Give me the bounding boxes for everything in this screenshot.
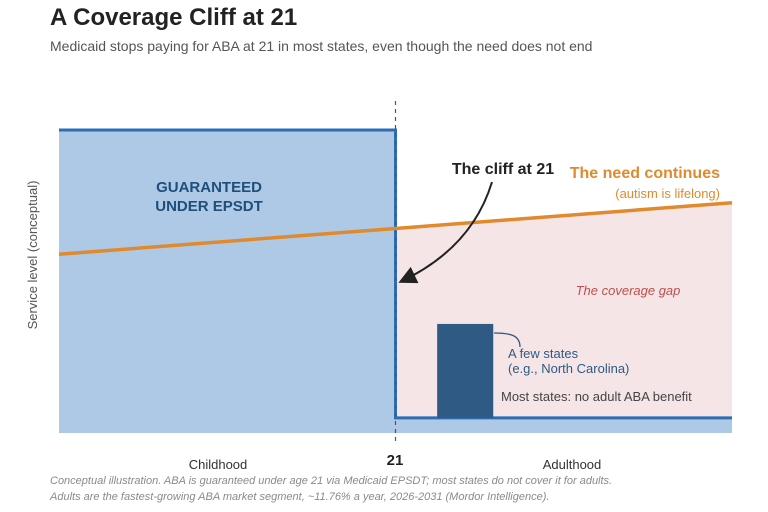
- caption-line-1: Conceptual illustration. ABA is guarante…: [50, 475, 613, 487]
- annotation-guaranteed-line2: UNDER EPSDT: [155, 198, 263, 215]
- chart-title: A Coverage Cliff at 21: [50, 4, 298, 31]
- chart-subtitle: Medicaid stops paying for ABA at 21 in m…: [50, 38, 593, 54]
- x-tick-label-adulthood: Adulthood: [543, 457, 602, 472]
- annotation-most-states: Most states: no adult ABA benefit: [501, 389, 692, 404]
- annotation-guaranteed-line1: GUARANTEED: [156, 179, 262, 196]
- annotation-need-sub: (autism is lifelong): [615, 186, 720, 201]
- few-states-connector: [493, 332, 521, 348]
- annotation-need: The need continues: [570, 165, 720, 182]
- need-line: [58, 200, 733, 256]
- x-tick-label-childhood: Childhood: [189, 457, 248, 472]
- annotation-few-states-line1: A few states: [508, 346, 579, 361]
- cliff-arrow: [398, 181, 493, 284]
- annotation-coverage-gap: The coverage gap: [576, 283, 681, 298]
- y-axis-label: Service level (conceptual): [25, 181, 40, 330]
- x-tick-label-cutoff: 21: [387, 452, 404, 469]
- annotation-cliff: The cliff at 21: [452, 161, 554, 178]
- annotation-few-states-line2: (e.g., North Carolina): [508, 361, 629, 376]
- few-states-bar: [437, 323, 494, 418]
- caption-line-2: Adults are the fastest-growing ABA marke…: [50, 491, 550, 503]
- coverage-line: [59, 128, 732, 420]
